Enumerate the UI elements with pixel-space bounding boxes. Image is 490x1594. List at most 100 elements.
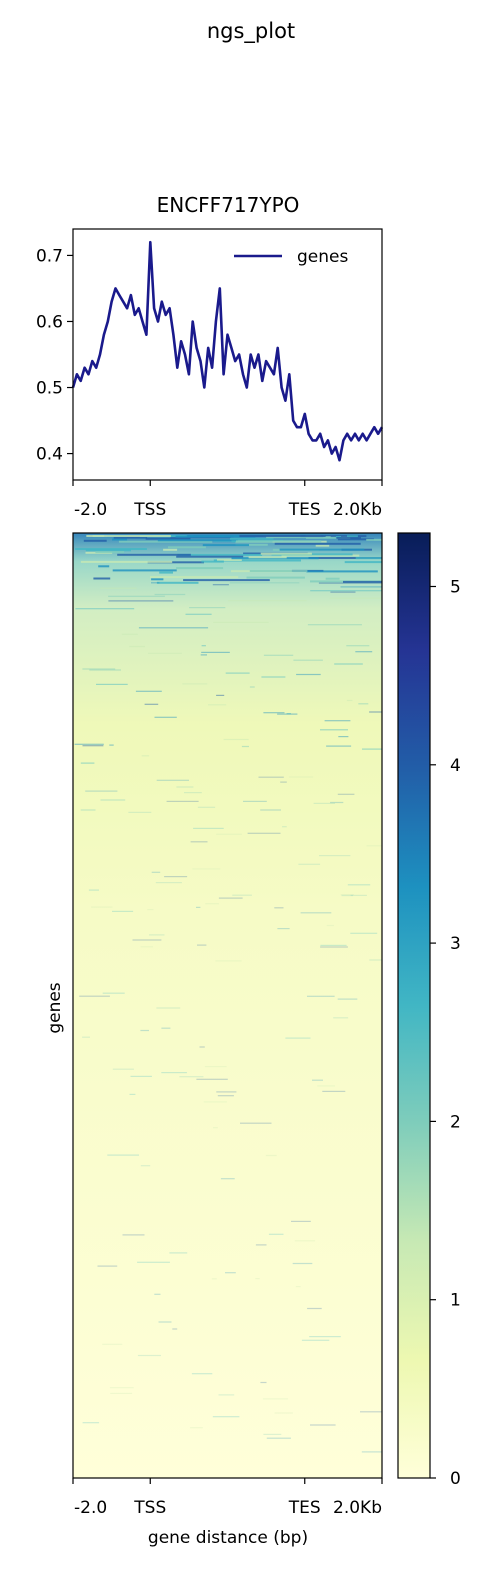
heatmap-streak [337, 538, 374, 541]
heatmap-streak [350, 894, 367, 896]
heatmap-streak [179, 1076, 204, 1078]
heatmap-streak [147, 561, 204, 564]
heatmap-streak [201, 560, 224, 563]
heatmap-streak [88, 889, 99, 891]
heatmap-streak [85, 549, 131, 552]
heatmap-xtick-label: TES [288, 1498, 321, 1518]
legend-label-genes: genes [297, 247, 348, 267]
heatmap-streak [229, 582, 300, 584]
heatmap-streak [280, 781, 287, 783]
heatmap-streak [249, 686, 255, 688]
heatmap-streak [291, 1220, 311, 1222]
heatmap-streak [216, 1091, 237, 1093]
heatmap-xlabel: gene distance (bp) [148, 1528, 308, 1548]
profile-ytick-label: 0.6 [36, 312, 63, 332]
heatmap-streak [266, 1437, 291, 1439]
heatmap-streak [268, 1233, 284, 1235]
heatmap-streak [80, 762, 95, 764]
colorbar-tick-label: 5 [450, 577, 461, 597]
heatmap-streak [282, 826, 287, 828]
heatmap-streak [274, 1412, 293, 1414]
heatmap-streak [190, 1427, 203, 1429]
heatmap-streak [336, 536, 361, 539]
heatmap-streak [201, 645, 206, 647]
heatmap-streak [141, 755, 150, 757]
heatmap-streak [337, 793, 355, 795]
heatmap-streak [319, 855, 351, 857]
heatmap-streak [263, 712, 285, 714]
heatmap-streak [154, 1293, 161, 1295]
heatmap-streak [216, 833, 242, 835]
colorbar-tick-label: 2 [450, 1112, 461, 1132]
heatmap-streak [95, 551, 125, 554]
heatmap-streak [192, 868, 221, 870]
heatmap-streak [307, 995, 335, 997]
heatmap-streak [310, 590, 382, 592]
heatmap-streak [159, 571, 173, 574]
heatmap-streak [285, 1037, 311, 1039]
heatmap-streak [218, 897, 243, 899]
heatmap-streak [112, 1068, 134, 1070]
heatmap-streak [330, 591, 356, 593]
heatmap-streak [361, 1451, 382, 1453]
heatmap-streak [97, 1265, 118, 1267]
heatmap-streak [366, 538, 382, 541]
heatmap-streak [340, 894, 354, 896]
heatmap-streak [156, 581, 199, 584]
heatmap-streak [213, 621, 269, 623]
heatmap-streak [98, 565, 110, 568]
heatmap-streak [156, 779, 189, 781]
heatmap-streak [137, 1261, 170, 1263]
profile-xtick-label: TES [288, 500, 321, 520]
heatmap-streak [369, 959, 382, 961]
heatmap-streak [202, 544, 249, 547]
heatmap-streak [208, 704, 227, 706]
profile-ytick-label: 0.7 [36, 246, 63, 266]
heatmap-streak [191, 1373, 213, 1375]
heatmap-streak [325, 577, 340, 580]
heatmap-streak [184, 792, 202, 794]
heatmap-streak [294, 1240, 316, 1242]
profile-legend: genes [234, 247, 348, 267]
heatmap-streak [182, 683, 208, 685]
heatmap-streak [197, 806, 216, 808]
heatmap-streak [243, 800, 267, 802]
heatmap-streak [249, 570, 308, 572]
heatmap-streak [82, 668, 116, 670]
heatmap-streak [235, 543, 268, 546]
heatmap-streak [277, 713, 298, 715]
heatmap-streak [341, 894, 353, 897]
heatmap-streak [108, 600, 174, 602]
heatmap-streak [177, 553, 263, 556]
heatmap-streak [212, 1416, 240, 1418]
heatmap-streak [346, 699, 353, 702]
profile-ytick-label: 0.5 [36, 379, 63, 399]
heatmap-streak [183, 579, 270, 582]
heatmap-streak [122, 1234, 145, 1236]
heatmap-streak [293, 659, 323, 661]
heatmap-streak [218, 1394, 235, 1396]
heatmap-streak [166, 800, 199, 802]
heatmap-streak [232, 894, 252, 896]
heatmap-streak [338, 736, 349, 738]
colorbar-tick-label: 1 [450, 1291, 461, 1311]
heatmap-streak [246, 576, 305, 579]
heatmap-streak [236, 540, 322, 543]
heatmap-streak [308, 557, 382, 559]
profile-xtick-label: TSS [133, 500, 166, 520]
heatmap-streak [196, 1078, 228, 1080]
heatmap-streak [161, 1027, 171, 1029]
heatmap-streak [82, 1036, 90, 1038]
heatmap-streak [176, 567, 224, 570]
heatmap-streak [344, 561, 382, 564]
heatmap-streak [80, 809, 96, 811]
colorbar-tick-label: 0 [450, 1469, 461, 1489]
heatmap-streak [213, 1127, 218, 1129]
heatmap-streak [333, 1017, 349, 1019]
heatmap-streak [96, 683, 128, 685]
heatmap-streak [309, 1336, 341, 1338]
heatmap-streak [239, 535, 326, 537]
heatmap-streak [107, 1154, 139, 1156]
heatmap-streak [145, 537, 191, 540]
heatmap-streak [265, 1154, 277, 1157]
